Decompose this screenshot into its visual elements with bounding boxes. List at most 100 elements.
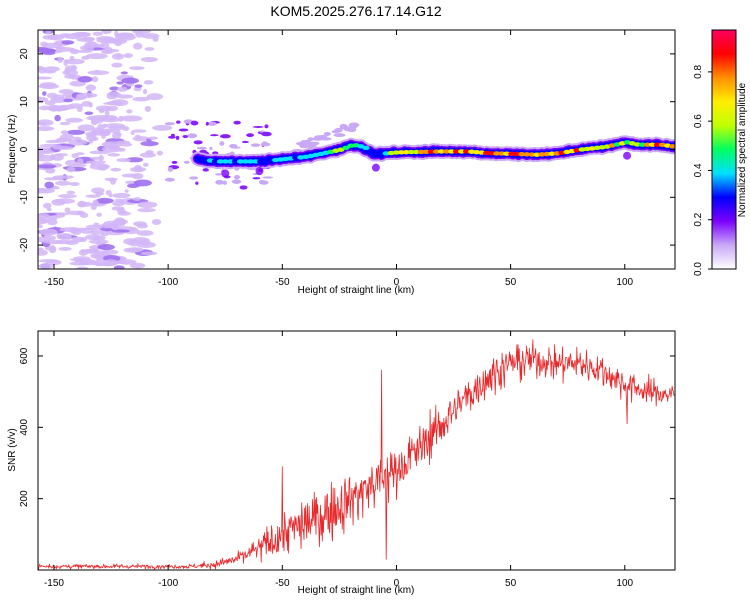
noise-blob	[97, 244, 115, 251]
noise-blob	[137, 208, 156, 213]
noise-blob	[47, 104, 61, 112]
noise-blob	[348, 122, 360, 128]
colorbar-tick-label: 0.8	[693, 64, 704, 78]
noise-blob	[100, 232, 109, 237]
signal-ridge-cell	[503, 151, 511, 156]
signal-ridge-cell	[241, 159, 250, 164]
signal-ridge-cell	[432, 149, 441, 154]
noise-blob	[164, 122, 175, 126]
noise-blob	[84, 234, 102, 241]
noise-blob	[81, 55, 90, 60]
noise-blob	[63, 98, 74, 103]
noise-blob	[233, 120, 241, 125]
noise-blob	[142, 88, 148, 95]
signal-ridge-cell	[452, 149, 461, 154]
noise-blob	[252, 177, 261, 180]
noise-blob	[193, 140, 203, 145]
signal-ridge-cell	[493, 151, 501, 156]
noise-blob	[343, 127, 356, 132]
spectrogram-xtick-label: -50	[275, 277, 290, 288]
noise-blob	[112, 201, 125, 207]
noise-blob	[121, 173, 138, 178]
snr-ytick-label: 200	[19, 490, 30, 507]
noise-blob	[134, 84, 143, 88]
signal-ridge-cell	[221, 159, 230, 164]
noise-blob	[116, 158, 131, 163]
noise-blob	[118, 115, 124, 122]
noise-blob	[86, 160, 106, 164]
noise-blob	[38, 65, 44, 70]
noise-blob	[209, 134, 219, 137]
signal-ridge-cell	[668, 144, 675, 149]
noise-blob	[215, 173, 222, 176]
noise-blob	[78, 249, 89, 256]
noise-blob	[54, 114, 61, 122]
spectrogram-noise-layer	[38, 30, 360, 269]
noise-blob	[90, 156, 101, 160]
noise-blob	[77, 201, 93, 207]
noise-blob	[183, 160, 190, 164]
noise-blob	[97, 164, 108, 171]
noise-blob	[151, 218, 162, 225]
noise-blob	[246, 133, 254, 138]
noise-blob	[57, 56, 64, 64]
noise-blob	[105, 190, 112, 196]
spectrogram-xtick-label: 0	[394, 277, 400, 288]
noise-blob	[178, 128, 189, 132]
noise-blob	[120, 71, 128, 75]
noise-blob	[170, 133, 175, 138]
noise-blob	[93, 222, 100, 227]
noise-blob	[77, 76, 93, 83]
noise-blob	[104, 109, 110, 117]
noise-blob	[123, 247, 141, 253]
noise-blob	[101, 249, 119, 255]
noise-blob	[38, 119, 54, 126]
noise-blob	[88, 239, 109, 245]
noise-blob	[334, 128, 341, 132]
signal-ridge-cell	[412, 149, 420, 155]
noise-blob	[202, 168, 209, 172]
noise-blob	[323, 131, 331, 137]
noise-blob	[116, 81, 124, 85]
spectrogram-xlabel: Height of straight line (km)	[298, 285, 415, 296]
noise-blob	[130, 131, 135, 135]
noise-blob	[75, 94, 87, 100]
noise-blob	[67, 103, 84, 109]
noise-blob	[189, 176, 199, 180]
signal-ridge-dip	[221, 169, 230, 178]
noise-blob	[44, 181, 54, 189]
noise-blob	[144, 47, 155, 51]
noise-blob	[55, 180, 71, 186]
noise-blob	[176, 120, 181, 124]
noise-blob	[66, 190, 76, 195]
noise-blob	[100, 41, 110, 49]
noise-blob	[42, 70, 56, 74]
noise-blob	[111, 132, 122, 140]
noise-blob	[42, 91, 47, 96]
spectrogram-ytick-label: -20	[19, 237, 30, 252]
signal-ridge-cell	[367, 148, 375, 154]
noise-blob	[38, 83, 60, 89]
noise-blob	[129, 66, 145, 71]
noise-blob	[105, 231, 125, 236]
noise-blob	[40, 41, 49, 47]
noise-blob	[85, 84, 97, 91]
noise-blob	[58, 246, 72, 251]
noise-blob	[38, 164, 57, 169]
noise-blob	[312, 137, 324, 141]
noise-blob	[38, 48, 56, 54]
noise-blob	[175, 135, 180, 140]
spectrogram-xtick-label: 100	[616, 277, 633, 288]
noise-blob	[71, 32, 91, 37]
noise-blob	[69, 182, 80, 187]
noise-blob	[77, 158, 84, 165]
noise-blob	[146, 93, 164, 101]
noise-blob	[45, 259, 62, 266]
noise-blob	[123, 53, 134, 58]
noise-blob	[134, 134, 141, 140]
colorbar-tick-label: 0.6	[693, 114, 704, 128]
noise-blob	[38, 187, 50, 192]
signal-ridge-cell	[638, 142, 646, 147]
noise-blob	[117, 211, 132, 216]
noise-blob	[136, 241, 156, 249]
